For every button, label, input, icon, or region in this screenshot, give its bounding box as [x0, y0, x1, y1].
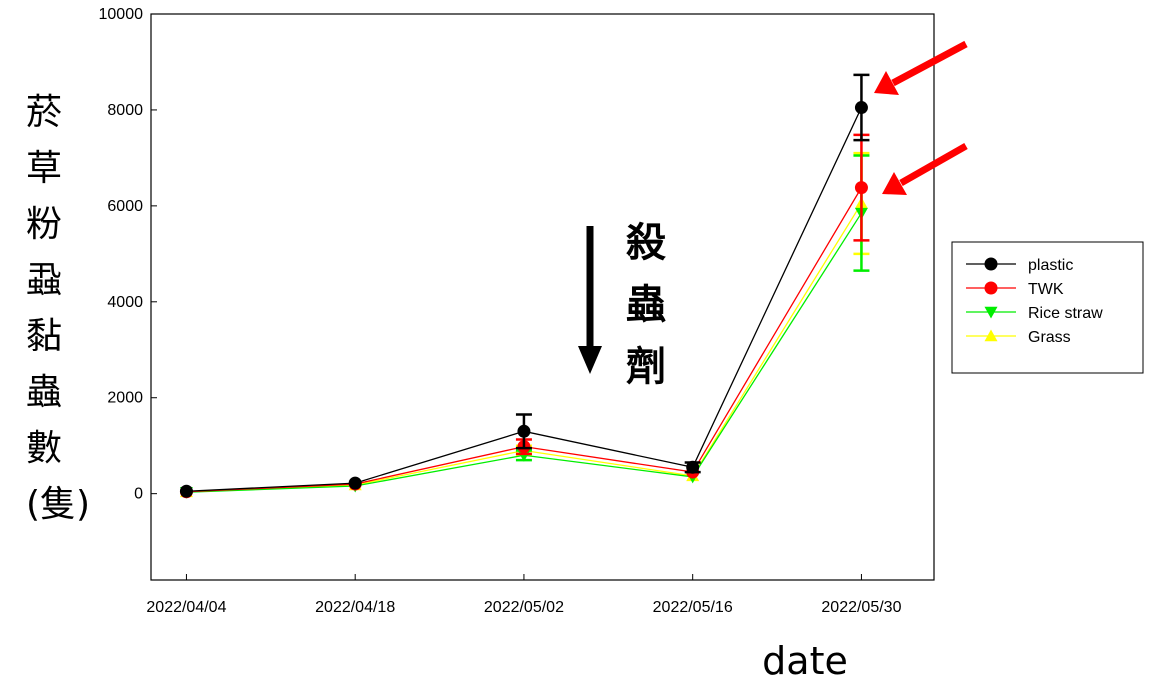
data-point [854, 181, 868, 195]
data-point [179, 484, 193, 498]
legend-marker [984, 281, 998, 295]
y-axis-label-char: 蟲 [26, 372, 62, 413]
plot-area-frame [150, 13, 935, 581]
legend-item-plastic: plastic [966, 257, 1073, 274]
legend-label: Rice straw [1028, 305, 1103, 322]
series-plastic [179, 73, 870, 498]
pesticide-label-char: 殺 [626, 220, 666, 266]
y-axis-label-char: 數 [26, 428, 62, 469]
data-point [686, 460, 700, 474]
x-tick-label: 2022/04/04 [146, 599, 226, 616]
legend-item-grass: Grass [966, 329, 1071, 346]
legend-label: TWK [1028, 281, 1064, 298]
y-tick-label: 6000 [107, 198, 143, 215]
legend-label: Grass [1028, 329, 1071, 346]
y-axis-label-char: (隻) [26, 484, 90, 525]
y-axis-label-char: 黏 [26, 316, 62, 357]
pesticide-annotation: 殺蟲劑 [578, 220, 666, 390]
data-point [854, 101, 868, 115]
y-tick-label: 4000 [107, 294, 143, 311]
data-point [348, 476, 362, 490]
legend-marker [984, 257, 998, 271]
legend-marker [984, 329, 998, 342]
x-axis-label: date [762, 639, 848, 681]
y-axis: 0 2000 4000 6000 8000 10000 [99, 6, 157, 503]
legend-marker [984, 306, 998, 319]
y-axis-label-char: 蝨 [26, 260, 62, 301]
x-tick-label: 2022/05/30 [821, 599, 901, 616]
x-tick-label: 2022/05/02 [484, 599, 564, 616]
legend-label: plastic [1028, 257, 1073, 274]
y-tick-label: 10000 [99, 6, 144, 23]
x-tick-label: 2022/05/16 [653, 599, 733, 616]
pesticide-arrow-head [578, 346, 602, 374]
pesticide-label: 殺蟲劑 [626, 220, 666, 390]
data-point [517, 424, 531, 438]
series-layer [179, 73, 870, 499]
highlight-arrow-bottom [882, 142, 968, 195]
pesticide-label-char: 蟲 [626, 282, 666, 328]
highlight-arrow-top [874, 40, 968, 95]
y-tick-label: 2000 [107, 390, 143, 407]
y-tick-label: 0 [134, 486, 143, 503]
legend-item-rice-straw: Rice straw [966, 305, 1103, 322]
y-tick-label: 8000 [107, 102, 143, 119]
y-axis-label-char: 菸 [26, 92, 62, 133]
legend-item-twk: TWK [966, 281, 1064, 298]
y-axis-label-char: 粉 [26, 204, 62, 245]
x-tick-label: 2022/04/18 [315, 599, 395, 616]
y-axis-label-char: 草 [26, 148, 62, 189]
pesticide-label-char: 劑 [626, 344, 666, 390]
x-axis: 2022/04/04 2022/04/18 2022/05/02 2022/05/16… [146, 574, 902, 616]
legend: plastic TWK Rice straw Grass [951, 241, 1144, 374]
